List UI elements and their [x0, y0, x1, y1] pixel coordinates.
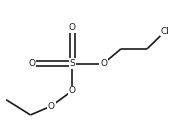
Text: S: S: [69, 59, 75, 68]
Text: O: O: [100, 59, 107, 68]
Text: O: O: [29, 59, 36, 68]
Text: O: O: [48, 102, 55, 110]
Text: O: O: [69, 86, 76, 95]
Text: Cl: Cl: [161, 27, 170, 36]
Text: O: O: [69, 23, 76, 32]
